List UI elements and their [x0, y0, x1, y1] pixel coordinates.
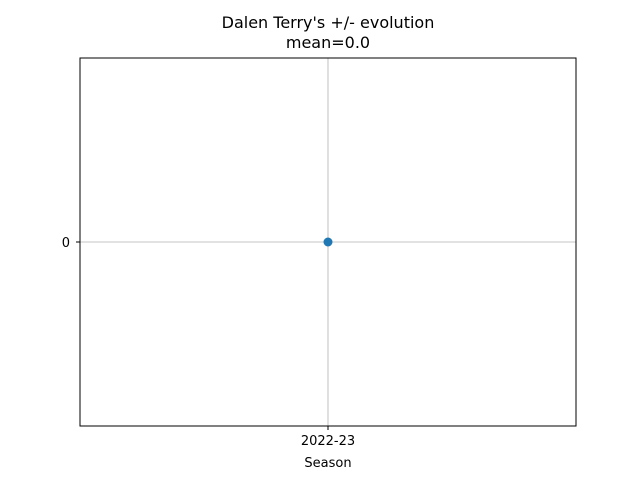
chart-title: Dalen Terry's +/- evolution — [222, 13, 435, 32]
plot-frame — [79, 57, 577, 427]
data-point — [323, 237, 333, 247]
x-tick-label: 2022-23 — [301, 434, 355, 449]
axes: 2022-23 0 — [62, 236, 355, 449]
chart-subtitle: mean=0.0 — [286, 33, 370, 52]
y-tick-label: 0 — [62, 236, 70, 251]
series-layer — [323, 237, 333, 247]
x-axis-label: Season — [304, 456, 351, 471]
